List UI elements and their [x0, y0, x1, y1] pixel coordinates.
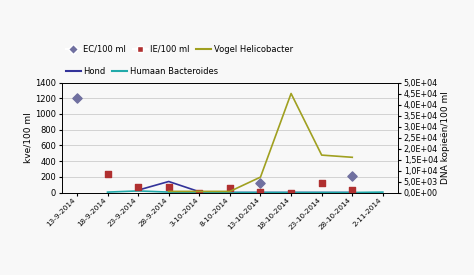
Y-axis label: kve/100 ml: kve/100 ml	[23, 112, 32, 163]
Point	[73, 96, 81, 100]
Point	[134, 185, 142, 189]
Point	[348, 174, 356, 178]
Point	[348, 188, 356, 192]
Point	[287, 190, 295, 195]
Point	[257, 181, 264, 185]
Point	[195, 190, 203, 195]
Legend: Hond, Humaan Bacteroides: Hond, Humaan Bacteroides	[66, 67, 218, 76]
Y-axis label: DNA kopieën/100 ml: DNA kopieën/100 ml	[441, 91, 450, 184]
Point	[104, 171, 111, 176]
Point	[318, 181, 326, 185]
Point	[257, 190, 264, 194]
Point	[165, 185, 173, 189]
Point	[226, 186, 234, 190]
